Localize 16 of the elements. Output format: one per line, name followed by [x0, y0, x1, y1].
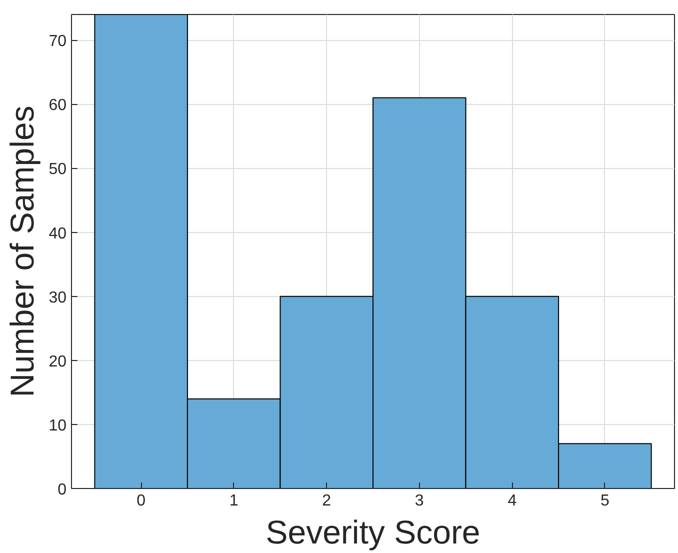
- y-tick-label: 40: [48, 225, 67, 242]
- x-tick-label: 5: [600, 492, 610, 510]
- x-tick-label: 2: [322, 492, 332, 510]
- y-tick-label: 70: [48, 33, 67, 50]
- x-tick-label: 1: [229, 492, 238, 510]
- x-axis-title: Severity Score: [266, 514, 480, 550]
- y-tick-label: 10: [48, 417, 67, 434]
- x-tick-label: 3: [414, 492, 424, 510]
- y-tick-label: 0: [58, 482, 67, 498]
- y-tick-label: 50: [48, 161, 67, 178]
- x-tick-label: 0: [136, 492, 146, 510]
- y-tick-label: 30: [48, 289, 67, 306]
- y-tick-label: 60: [48, 97, 67, 114]
- y-axis-title: Number of Samples: [4, 106, 41, 398]
- y-tick-label: 20: [48, 353, 67, 370]
- x-tick-label: 4: [508, 492, 517, 510]
